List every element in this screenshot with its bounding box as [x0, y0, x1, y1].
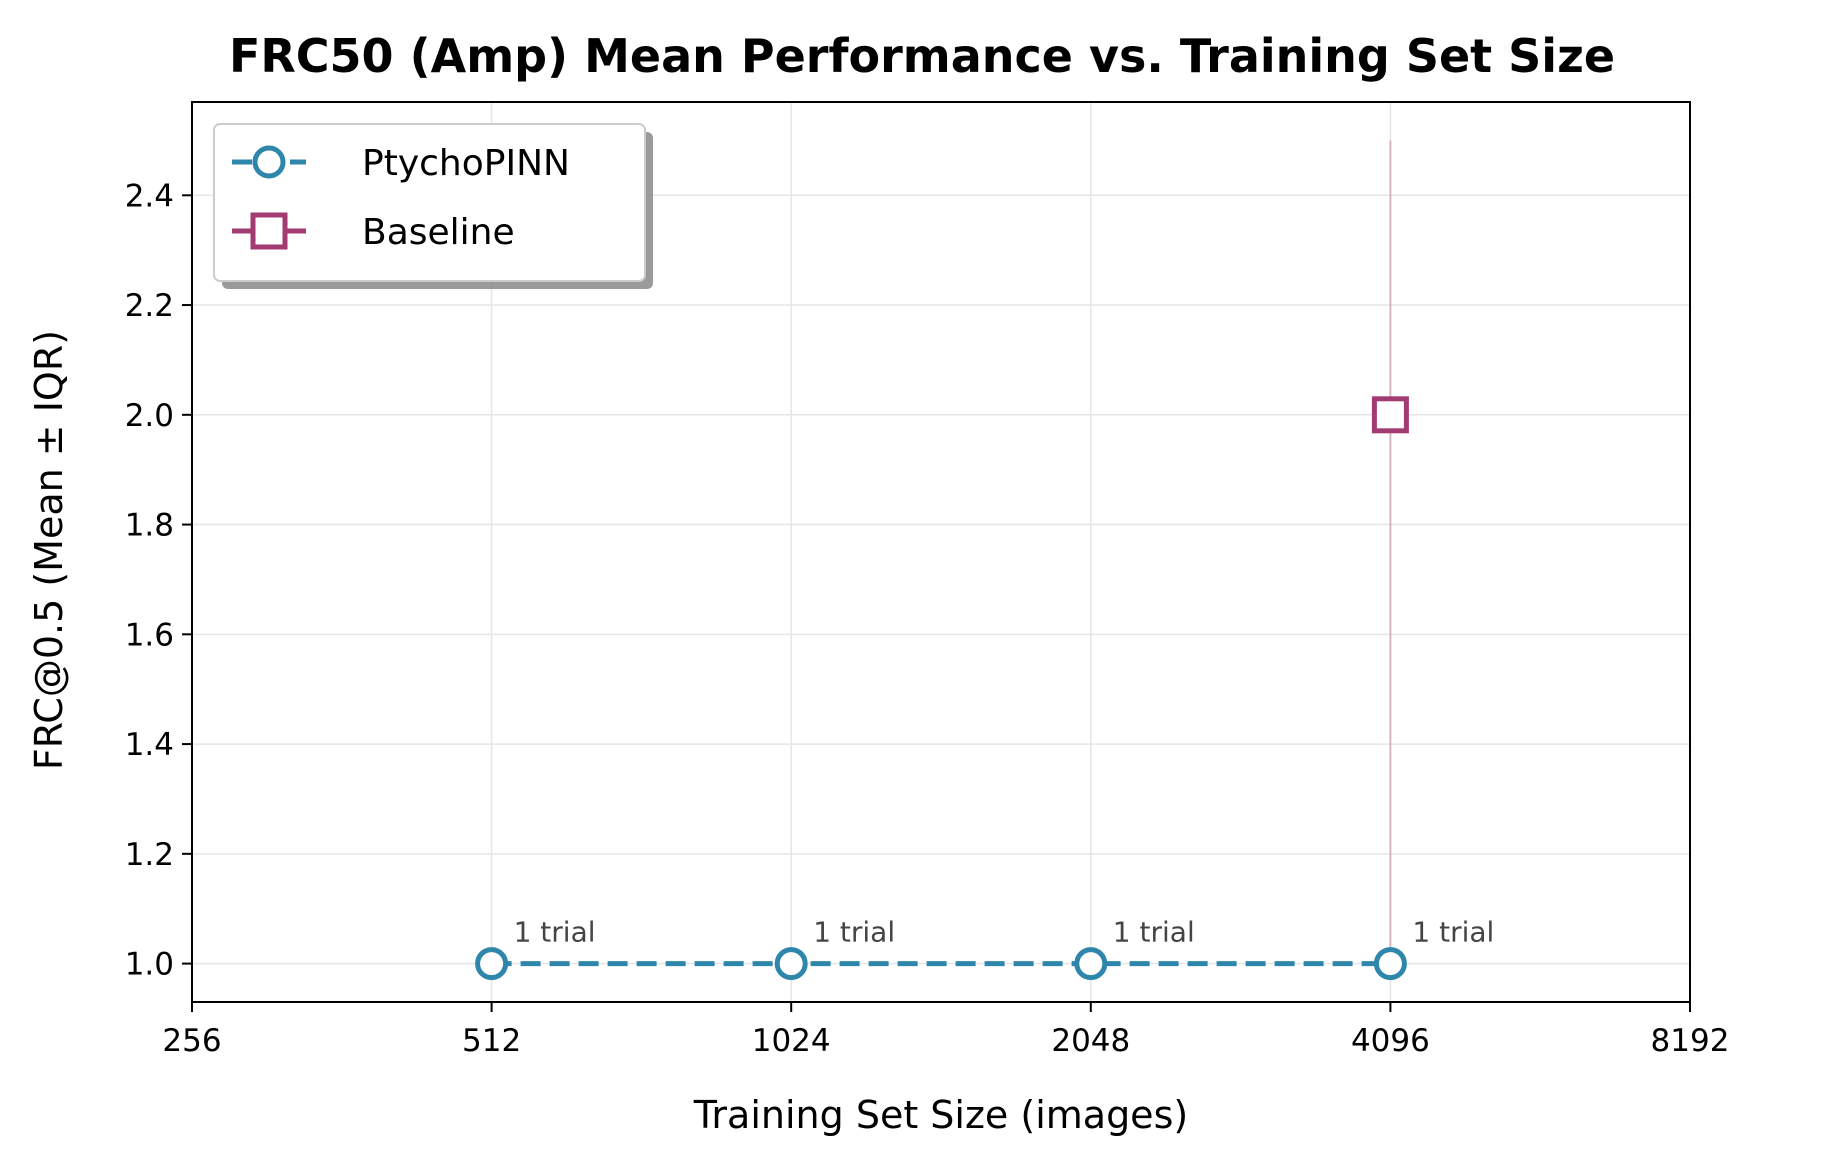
plot-frame: [191, 101, 1691, 1003]
data-point: [1371, 396, 1409, 434]
series: [475, 396, 1409, 981]
annotation-label: 1 trial: [1412, 916, 1494, 949]
data-point: [475, 947, 509, 981]
y-axis-label: FRC@0.5 (Mean ± IQR): [27, 330, 71, 770]
legend-marker: [252, 145, 286, 179]
x-axis-label: Training Set Size (images): [693, 1093, 1188, 1137]
legend-marker: [250, 212, 288, 250]
x-tick-label: 512: [462, 1023, 521, 1059]
legend-label: Baseline: [362, 212, 515, 253]
data-point: [1074, 947, 1108, 981]
y-tick-label: 2.2: [125, 288, 174, 324]
annotation-label: 1 trial: [1113, 916, 1195, 949]
x-tick-label: 256: [162, 1023, 221, 1059]
x-tick-label: 1024: [752, 1023, 831, 1059]
legend-label: PtychoPINN: [362, 143, 570, 184]
x-tick-label: 8192: [1651, 1023, 1730, 1059]
y-tick-label: 1.2: [125, 837, 174, 873]
data-point: [774, 947, 808, 981]
annotation-label: 1 trial: [514, 916, 596, 949]
y-tick-label: 2.4: [125, 178, 174, 214]
y-axis-ticks: 1.0 1.2 1.4 1.6 1.8 2.0 2.2 2.4: [125, 178, 192, 983]
x-axis-ticks: 256 512 1024 2048 4096 8192: [162, 1002, 1729, 1059]
y-tick-label: 2.0: [125, 398, 174, 434]
y-tick-label: 1.8: [125, 508, 174, 544]
y-tick-label: 1.0: [125, 947, 174, 983]
data-point: [1373, 947, 1407, 981]
legend-box: [213, 123, 646, 282]
annotation-label: 1 trial: [813, 916, 895, 949]
y-tick-label: 1.6: [125, 617, 174, 653]
chart-title: FRC50 (Amp) Mean Performance vs. Trainin…: [229, 29, 1615, 83]
legend: PtychoPINN Baseline: [213, 123, 653, 289]
annotations: 1 trial 1 trial 1 trial 1 trial: [514, 916, 1495, 949]
y-tick-label: 1.4: [125, 727, 174, 763]
x-tick-label: 2048: [1051, 1023, 1130, 1059]
x-tick-label: 4096: [1351, 1023, 1430, 1059]
